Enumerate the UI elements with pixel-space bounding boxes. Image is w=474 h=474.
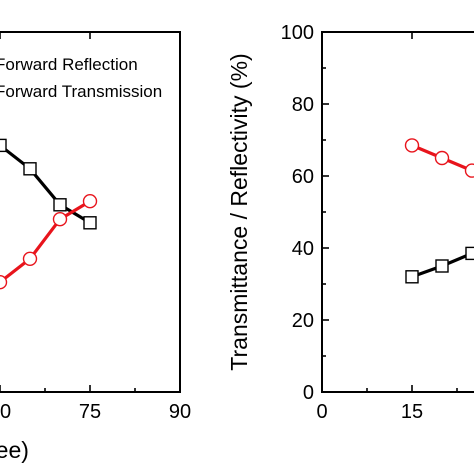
data-point — [434, 150, 450, 166]
panel-left: 0153045607590Incident Angle (degree)Forw… — [0, 31, 191, 463]
y-tick-label: 0 — [303, 382, 314, 404]
y-tick-label: 100 — [281, 22, 314, 44]
legend-label: Forward Reflection — [0, 55, 138, 74]
series-group — [404, 138, 474, 284]
legend: Forward Reflection Forward Transmission — [0, 55, 162, 101]
data-point — [465, 246, 474, 261]
y-axis-label: Transmittance / Reflectivity (%) — [226, 53, 252, 370]
series-line — [0, 143, 91, 225]
y-tick-label: 40 — [292, 238, 314, 260]
data-point — [23, 162, 37, 176]
x-tick-label: 0 — [316, 401, 327, 423]
series-line — [0, 199, 91, 284]
data-point — [435, 259, 449, 273]
data-point — [464, 163, 474, 178]
y-tick-label: 80 — [292, 94, 314, 116]
data-point — [82, 193, 98, 209]
x-tick-label: 75 — [79, 401, 101, 423]
data-point — [404, 138, 420, 153]
x-tick-label: 15 — [401, 401, 423, 423]
data-point — [52, 211, 68, 227]
plot-frame — [0, 31, 181, 393]
data-point — [0, 275, 8, 290]
data-point — [22, 251, 38, 266]
data-point — [405, 270, 419, 284]
series-group — [0, 138, 98, 290]
panel-right: 0153045607590020406080100Incident Angle … — [226, 22, 474, 463]
x-tick-label: 90 — [169, 401, 191, 423]
y-tick-label: 20 — [292, 310, 314, 332]
legend-label: Forward Transmission — [0, 82, 162, 101]
data-point — [53, 198, 67, 212]
data-point — [0, 138, 7, 153]
x-tick-label: 60 — [0, 401, 11, 423]
plot-frame — [321, 31, 474, 393]
y-tick-label: 60 — [292, 166, 314, 188]
x-axis-label: Incident Angle (degree) — [0, 437, 29, 463]
data-point — [83, 216, 97, 230]
